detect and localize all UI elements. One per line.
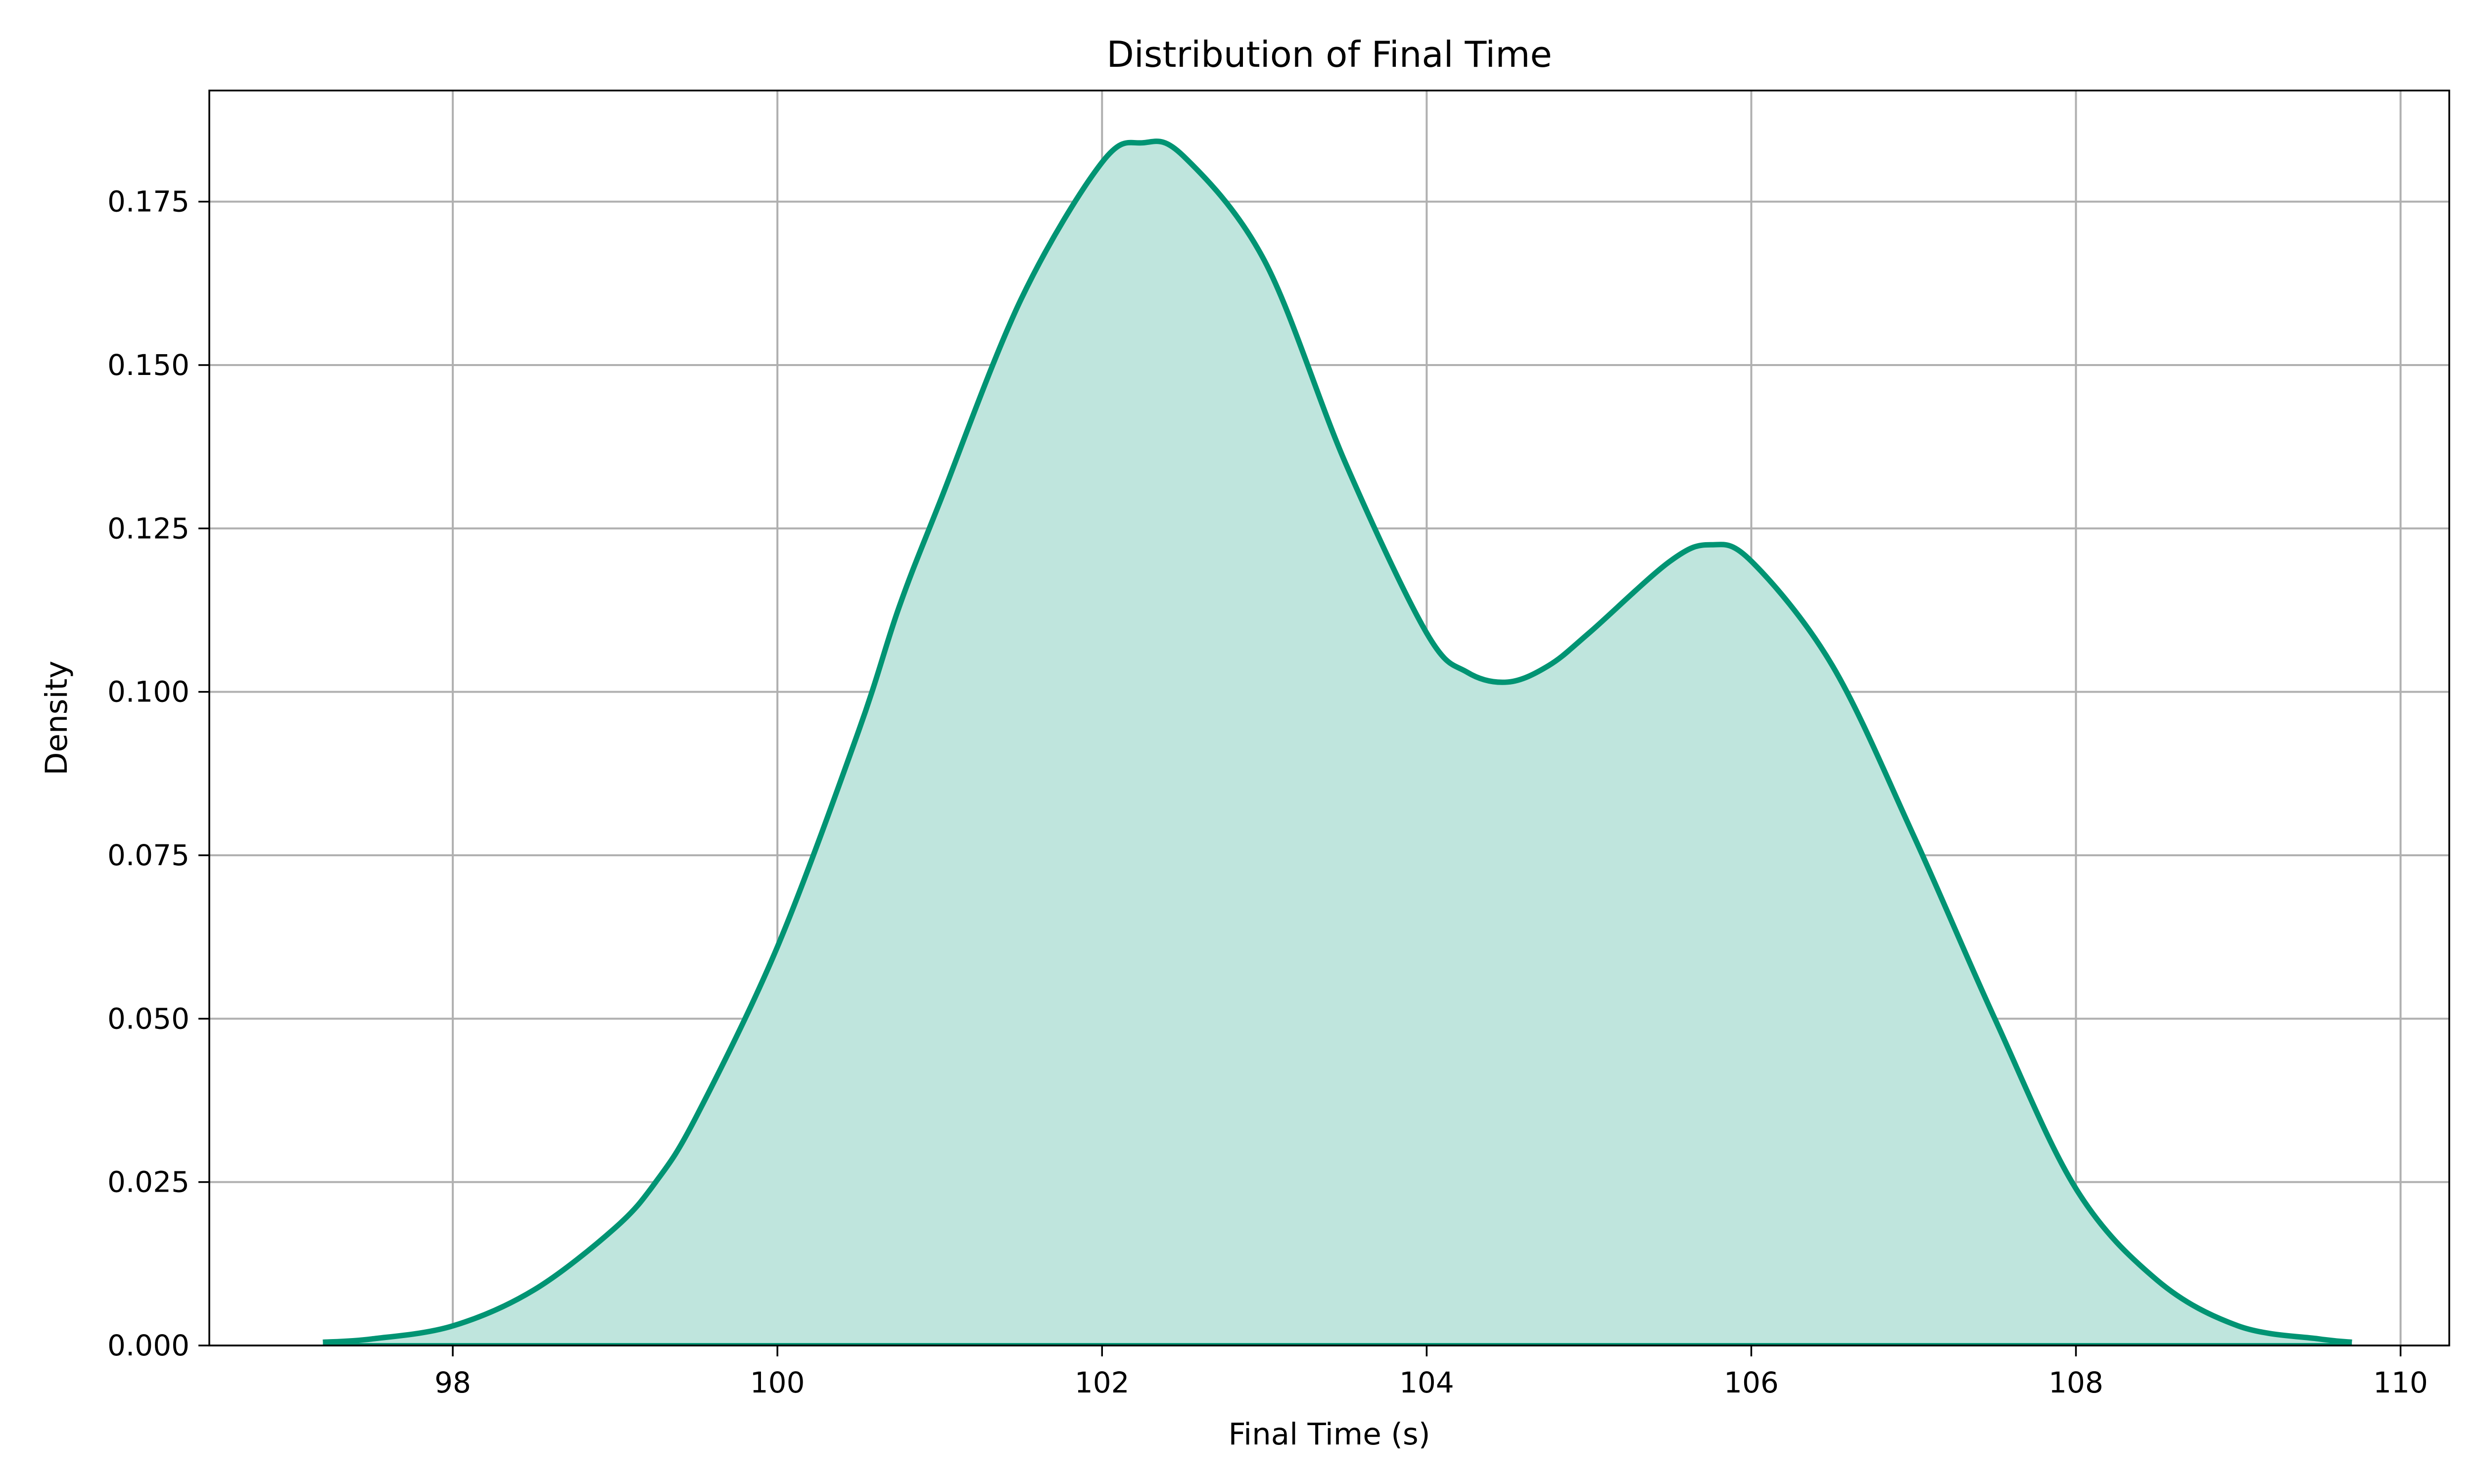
density-area-fill (323, 141, 2352, 1346)
y-tick-label: 0.150 (107, 348, 190, 382)
y-tick-label: 0.175 (107, 185, 190, 219)
x-tick-label: 100 (750, 1366, 805, 1399)
plot-frame (208, 90, 2450, 1346)
y-tick-label: 0.125 (107, 511, 190, 545)
x-axis-label: Final Time (s) (1228, 1417, 1430, 1452)
y-tick-label: 0.075 (107, 838, 190, 872)
x-tick-label: 108 (2048, 1366, 2103, 1399)
y-tick-label: 0.050 (107, 1002, 190, 1035)
y-axis-label: Density (39, 661, 74, 776)
x-tick-label: 110 (2373, 1366, 2428, 1399)
x-axis: 98 100 102 104 106 108 110 (434, 1345, 2428, 1399)
density-curve (323, 139, 2352, 1345)
x-tick-label: 102 (1075, 1366, 1130, 1399)
x-tick-label: 106 (1724, 1366, 1779, 1399)
y-tick-label: 0.000 (107, 1329, 190, 1362)
y-tick-label: 0.025 (107, 1165, 190, 1199)
chart-title: Distribution of Final Time (1106, 34, 1552, 75)
x-tick-label: 104 (1399, 1366, 1454, 1399)
y-axis: 0.000 0.025 0.050 0.075 0.100 0.125 0.150 0.175 (107, 185, 209, 1362)
x-tick-label: 98 (434, 1366, 471, 1399)
y-tick-label: 0.100 (107, 675, 190, 709)
